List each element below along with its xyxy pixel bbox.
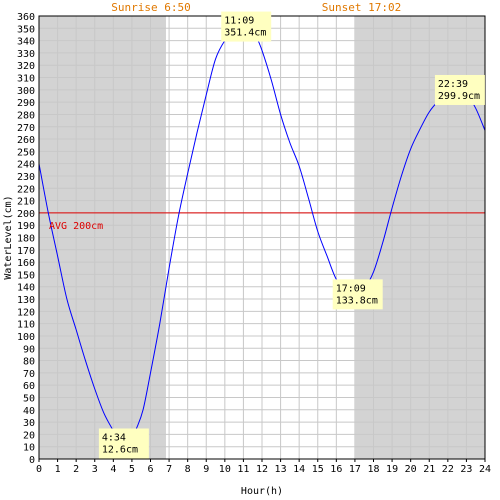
y-tick-label: 120 <box>17 307 35 318</box>
y-tick-label: 270 <box>17 123 35 134</box>
x-tick-label: 3 <box>92 464 98 475</box>
annotation-value: 133.8cm <box>336 295 378 306</box>
y-tick-label: 310 <box>17 74 35 85</box>
y-tick-label: 0 <box>29 455 35 466</box>
annotation-box <box>434 74 485 105</box>
y-tick-label: 140 <box>17 283 35 294</box>
average-label: AVG 200cm <box>49 221 103 232</box>
x-tick-label: 20 <box>405 464 417 475</box>
annotation-value: 299.9cm <box>438 91 480 102</box>
y-tick-label: 210 <box>17 197 35 208</box>
y-tick-label: 100 <box>17 332 35 343</box>
y-tick-label: 190 <box>17 221 35 232</box>
y-tick-label: 300 <box>17 86 35 97</box>
annotation-time: 11:09 <box>224 16 254 27</box>
y-tick-label: 330 <box>17 49 35 60</box>
y-tick-label: 20 <box>23 430 35 441</box>
x-tick-label: 23 <box>460 464 472 475</box>
x-tick-label: 10 <box>219 464 231 475</box>
annotation-box <box>332 279 383 310</box>
y-tick-label: 70 <box>23 369 35 380</box>
x-tick-label: 21 <box>423 464 435 475</box>
y-tick-label: 30 <box>23 418 35 429</box>
y-tick-label: 260 <box>17 135 35 146</box>
annotation-box <box>98 428 149 459</box>
y-tick-label: 150 <box>17 270 35 281</box>
x-tick-label: 16 <box>330 464 342 475</box>
x-tick-label: 14 <box>293 464 305 475</box>
x-tick-label: 6 <box>147 464 153 475</box>
y-tick-label: 50 <box>23 393 35 404</box>
y-tick-label: 160 <box>17 258 35 269</box>
x-tick-label: 24 <box>479 464 491 475</box>
y-tick-label: 360 <box>17 12 35 23</box>
x-tick-label: 8 <box>185 464 191 475</box>
y-tick-label: 220 <box>17 184 35 195</box>
x-tick-label: 9 <box>203 464 209 475</box>
x-tick-label: 15 <box>312 464 324 475</box>
y-tick-label: 130 <box>17 295 35 306</box>
y-tick-label: 340 <box>17 37 35 48</box>
y-tick-label: 240 <box>17 160 35 171</box>
annotation-time: 4:34 <box>102 432 126 443</box>
x-tick-label: 2 <box>73 464 79 475</box>
y-axis-title: WaterLevel(cm) <box>3 195 14 279</box>
x-tick-label: 11 <box>237 464 249 475</box>
x-axis-title: Hour(h) <box>241 486 283 497</box>
x-tick-label: 17 <box>349 464 361 475</box>
x-tick-label: 22 <box>442 464 454 475</box>
y-tick-label: 110 <box>17 320 35 331</box>
y-tick-label: 250 <box>17 147 35 158</box>
annotation-time: 17:09 <box>336 283 366 294</box>
x-tick-label: 5 <box>129 464 135 475</box>
y-tick-label: 290 <box>17 98 35 109</box>
x-tick-label: 19 <box>386 464 398 475</box>
annotation-value: 12.6cm <box>102 444 138 455</box>
y-tick-label: 90 <box>23 344 35 355</box>
y-tick-label: 180 <box>17 234 35 245</box>
y-tick-label: 10 <box>23 443 35 454</box>
annotation-box <box>221 11 272 42</box>
y-tick-label: 350 <box>17 24 35 35</box>
sunrise-label: Sunrise 6:50 <box>111 1 190 14</box>
x-tick-label: 1 <box>55 464 61 475</box>
sunset-label: Sunset 17:02 <box>322 1 401 14</box>
y-tick-label: 170 <box>17 246 35 257</box>
x-tick-label: 4 <box>110 464 116 475</box>
y-tick-label: 320 <box>17 61 35 72</box>
y-tick-label: 200 <box>17 209 35 220</box>
x-tick-label: 12 <box>256 464 268 475</box>
y-tick-label: 80 <box>23 357 35 368</box>
y-tick-label: 40 <box>23 406 35 417</box>
x-tick-label: 13 <box>275 464 287 475</box>
y-tick-label: 280 <box>17 110 35 121</box>
x-tick-label: 7 <box>166 464 172 475</box>
x-tick-label: 18 <box>367 464 379 475</box>
y-tick-label: 60 <box>23 381 35 392</box>
annotation-value: 351.4cm <box>224 28 266 39</box>
y-tick-label: 230 <box>17 172 35 183</box>
annotation-time: 22:39 <box>438 79 468 90</box>
x-tick-label: 0 <box>36 464 42 475</box>
